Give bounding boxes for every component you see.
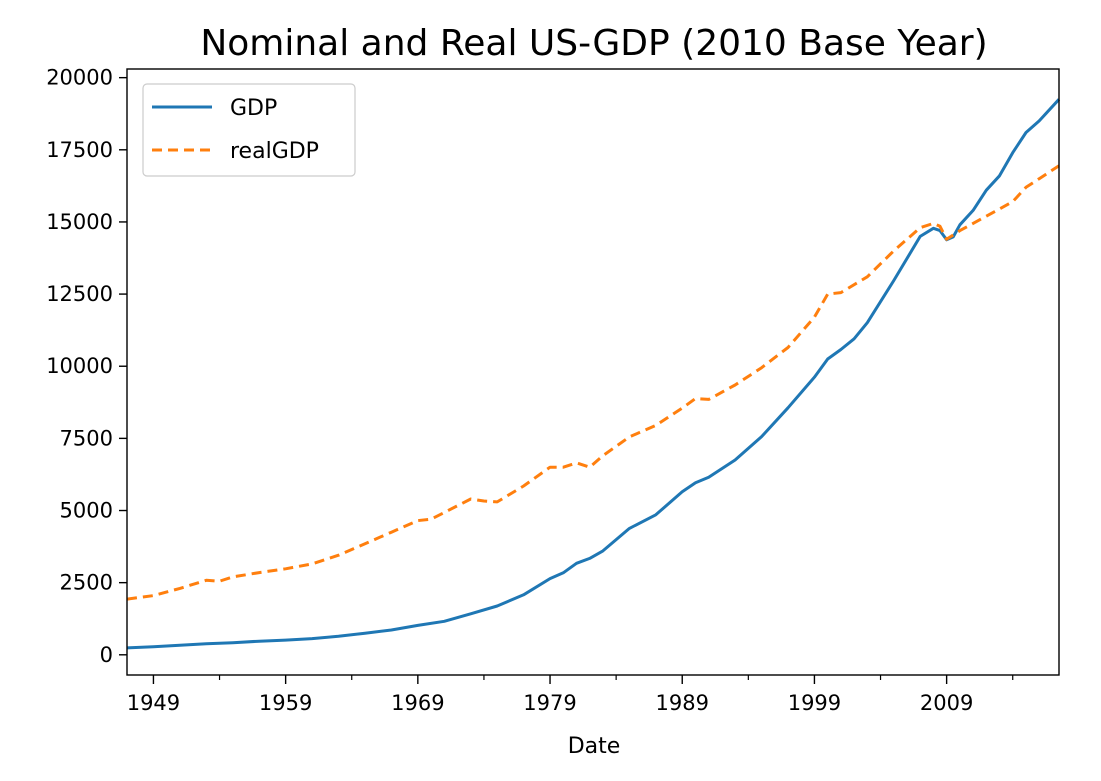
y-tick-label: 15000 xyxy=(46,210,113,234)
x-axis: 1949 1959 1969 1979 1989 1999 2009 xyxy=(127,675,1014,715)
legend-label-realGDP: realGDP xyxy=(230,139,319,164)
legend-label-GDP: GDP xyxy=(230,96,277,121)
x-tick-label: 1969 xyxy=(391,691,444,715)
plot-area xyxy=(126,98,1061,650)
y-tick-label: 2500 xyxy=(60,571,113,595)
series-line-realGDP xyxy=(126,164,1060,601)
x-tick-label: 1999 xyxy=(788,691,841,715)
y-tick-label: 12500 xyxy=(46,282,113,306)
y-axis: 0 2500 5000 7500 10000 12500 15000 17500 20000 xyxy=(46,66,127,667)
y-tick-label: 0 xyxy=(100,643,113,667)
y-tick-label: 5000 xyxy=(60,499,113,523)
legend: GDP realGDP xyxy=(142,83,356,177)
y-tick-label: 10000 xyxy=(46,354,113,378)
series-line-GDP xyxy=(126,98,1061,650)
x-tick-label: 1979 xyxy=(523,691,576,715)
y-tick-label: 7500 xyxy=(60,426,113,450)
x-tick-label: 1949 xyxy=(127,691,180,715)
y-tick-label: 20000 xyxy=(46,66,113,90)
x-tick-label: 2009 xyxy=(920,691,973,715)
chart-title: Nominal and Real US-GDP (2010 Base Year) xyxy=(200,23,987,64)
plot-frame xyxy=(126,68,1060,676)
x-tick-label: 1989 xyxy=(656,691,709,715)
y-tick-label: 17500 xyxy=(46,138,113,162)
x-axis-label: Date xyxy=(568,734,621,759)
x-tick-label: 1959 xyxy=(259,691,312,715)
